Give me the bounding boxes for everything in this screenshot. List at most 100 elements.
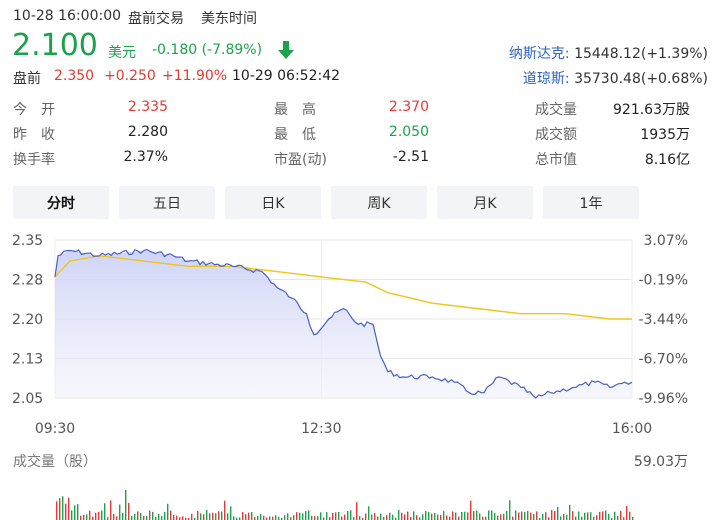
volume-bar [611,517,613,520]
volume-bar [188,517,190,520]
stat-high-label: 最 高 [274,102,316,118]
volume-bar [623,517,625,520]
last-price: 2.100 [12,28,98,63]
volume-bar [515,510,517,520]
volume-bar [263,515,265,520]
volume-bar [65,503,67,520]
volume-bar [167,503,169,520]
volume-bar [347,510,349,520]
volume-bars [56,490,634,520]
x-tick: 16:00 [612,421,652,437]
volume-bar [485,516,487,520]
x-tick: 09:30 [35,421,75,437]
volume-bar [119,504,121,520]
volume-bar [200,513,202,520]
volume-bar [203,514,205,520]
volume-bar [554,511,556,520]
volume-bar [497,515,499,520]
index-nasdaq-name[interactable]: 纳斯达克 [508,46,565,62]
volume-bar [605,510,607,520]
volume-bar [77,504,79,520]
tab-monthly-k[interactable]: 月K [437,186,533,219]
volume-bar [626,506,628,520]
volume-bar [437,514,439,520]
stat-amount-label: 成交额 [535,127,577,143]
volume-bar [239,517,241,520]
y-tick-left: 2.28 [12,273,43,289]
tab-one-year[interactable]: 1年 [543,186,639,219]
volume-bar [458,516,460,520]
intraday-chart[interactable]: 2.35 2.28 2.20 2.13 2.05 3.07% -0.19% -3.44% -6.… [0,228,722,443]
volume-bar [191,513,193,520]
volume-bar [452,511,454,520]
volume-bar [335,512,337,520]
volume-bar [362,517,364,520]
volume-bar [83,514,85,520]
index-nasdaq[interactable]: 纳斯达克: 15448.12(+1.39%) [508,46,708,62]
volume-bar [380,513,382,520]
volume-bar [566,514,568,520]
volume-bar [131,515,133,520]
volume-bar [311,515,313,520]
volume-bar [440,515,442,520]
volume-bar [608,513,610,520]
price-line [54,248,633,399]
volume-bar [128,502,130,520]
volume-bar [602,511,604,520]
volume-bar [422,514,424,520]
stat-open-label: 今 开 [13,102,55,118]
stat-open: 2.335 [127,99,168,115]
y-tick-right: -3.44% [638,312,688,328]
volume-bar [290,517,292,520]
volume-bar [248,512,250,520]
tab-daily-k[interactable]: 日K [225,186,321,219]
volume-bar [86,514,88,520]
volume-bar [449,516,451,520]
volume-bar [215,513,217,520]
volume-bar [149,510,151,520]
y-tick-right: -6.70% [638,352,688,368]
volume-bar [143,515,145,520]
tab-weekly-k[interactable]: 周K [331,186,427,219]
down-arrow-icon [278,41,294,59]
volume-bar [242,512,244,520]
volume-panel-label: 成交量（股） [13,454,97,470]
volume-bar [236,517,238,520]
stat-volume: 921.63万股 [613,102,690,118]
tab-intraday[interactable]: 分时 [13,186,109,219]
volume-bar [98,511,100,520]
volume-bar [122,512,124,520]
y-tick-right: -9.96% [638,391,688,407]
volume-bar [281,517,283,520]
premarket-price: 2.350 [54,68,95,84]
volume-bar [488,510,490,520]
volume-bar [524,512,526,520]
index-dow-name[interactable]: 道琼斯 [522,71,565,87]
volume-bar [74,505,76,520]
tab-five-day[interactable]: 五日 [119,186,215,219]
volume-bar [80,515,82,520]
volume-bar [521,511,523,520]
volume-bar [545,512,547,520]
index-dow-value: 35730.48(+0.68%) [574,71,708,87]
volume-bar [389,512,391,520]
volume-bar [632,516,634,520]
volume-bar [416,515,418,520]
volume-bar [110,500,112,520]
volume-bar [155,516,157,520]
stat-mcap-label: 总市值 [535,152,577,168]
volume-bar [386,514,388,520]
volume-bar [254,516,256,520]
volume-bar [512,516,514,520]
y-tick-left: 2.05 [12,391,43,407]
volume-bar [527,510,529,520]
volume-bar [443,511,445,520]
volume-bar [62,496,64,520]
index-dow[interactable]: 道琼斯: 35730.48(+0.68%) [522,71,708,87]
volume-bar [272,516,274,520]
y-tick-right: 3.07% [644,233,688,249]
volume-bar [572,511,574,520]
volume-bar [233,516,235,520]
premarket-change: +0.250 [104,68,156,84]
volume-bar [95,512,97,520]
